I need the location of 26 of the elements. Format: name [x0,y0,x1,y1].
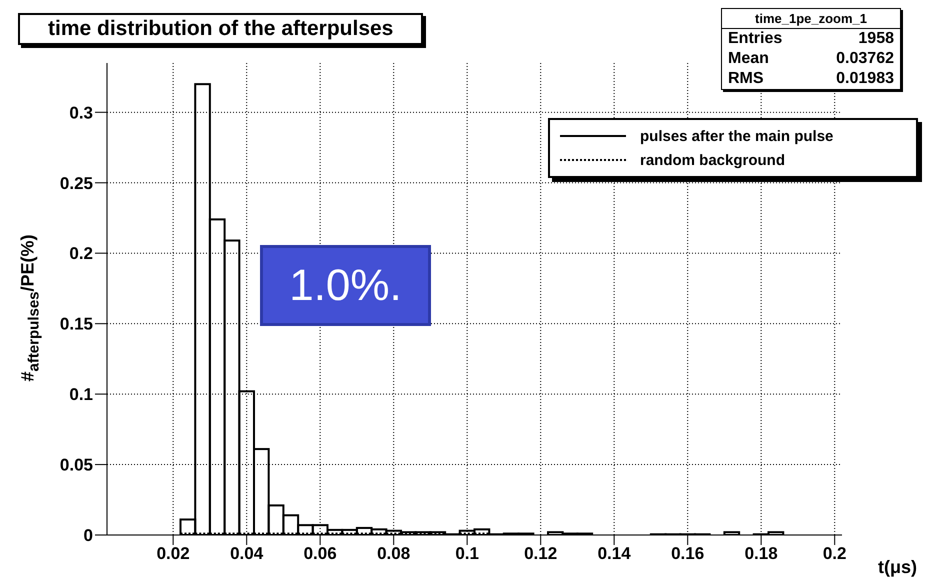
y-tick-label: 0.3 [69,103,93,122]
x-tick-label: 0.08 [377,544,410,564]
annotation: 1.0%. [260,245,431,326]
text: Mean 0.03762 [728,50,894,67]
text: Entries 1958 [728,30,894,47]
y-tick-label: 0.2 [69,244,93,264]
y-tick-label: 0 [84,526,93,546]
x-axis-title: t(μs) [878,557,917,578]
x-tick-label: 0.2 [822,544,846,564]
text: RMS 0.01983 [728,70,894,87]
x-tick-label: 0.14 [598,544,632,564]
y-tick-label: 0.25 [60,174,93,193]
chart-title: time distribution of the afterpulses [18,13,424,45]
x-tick-label: 0.18 [744,544,778,564]
legend-label: random background [640,152,786,168]
x-tick-label: 0.16 [671,544,704,564]
x-tick-label: 0.1 [455,544,479,564]
x-tick-label: 0.12 [524,544,558,564]
legend-label: pulses after the main pulse [640,128,834,144]
y-tick-label: 0.1 [69,385,93,404]
text: time_1pe_zoom_1 [722,9,900,29]
y-tick-label: 0.05 [60,456,93,475]
y-tick-label: 0.15 [60,314,93,334]
x-tick-label: 0.04 [230,544,264,564]
x-tick-label: 0.02 [156,544,190,564]
x-tick-label: 0.06 [304,544,337,564]
